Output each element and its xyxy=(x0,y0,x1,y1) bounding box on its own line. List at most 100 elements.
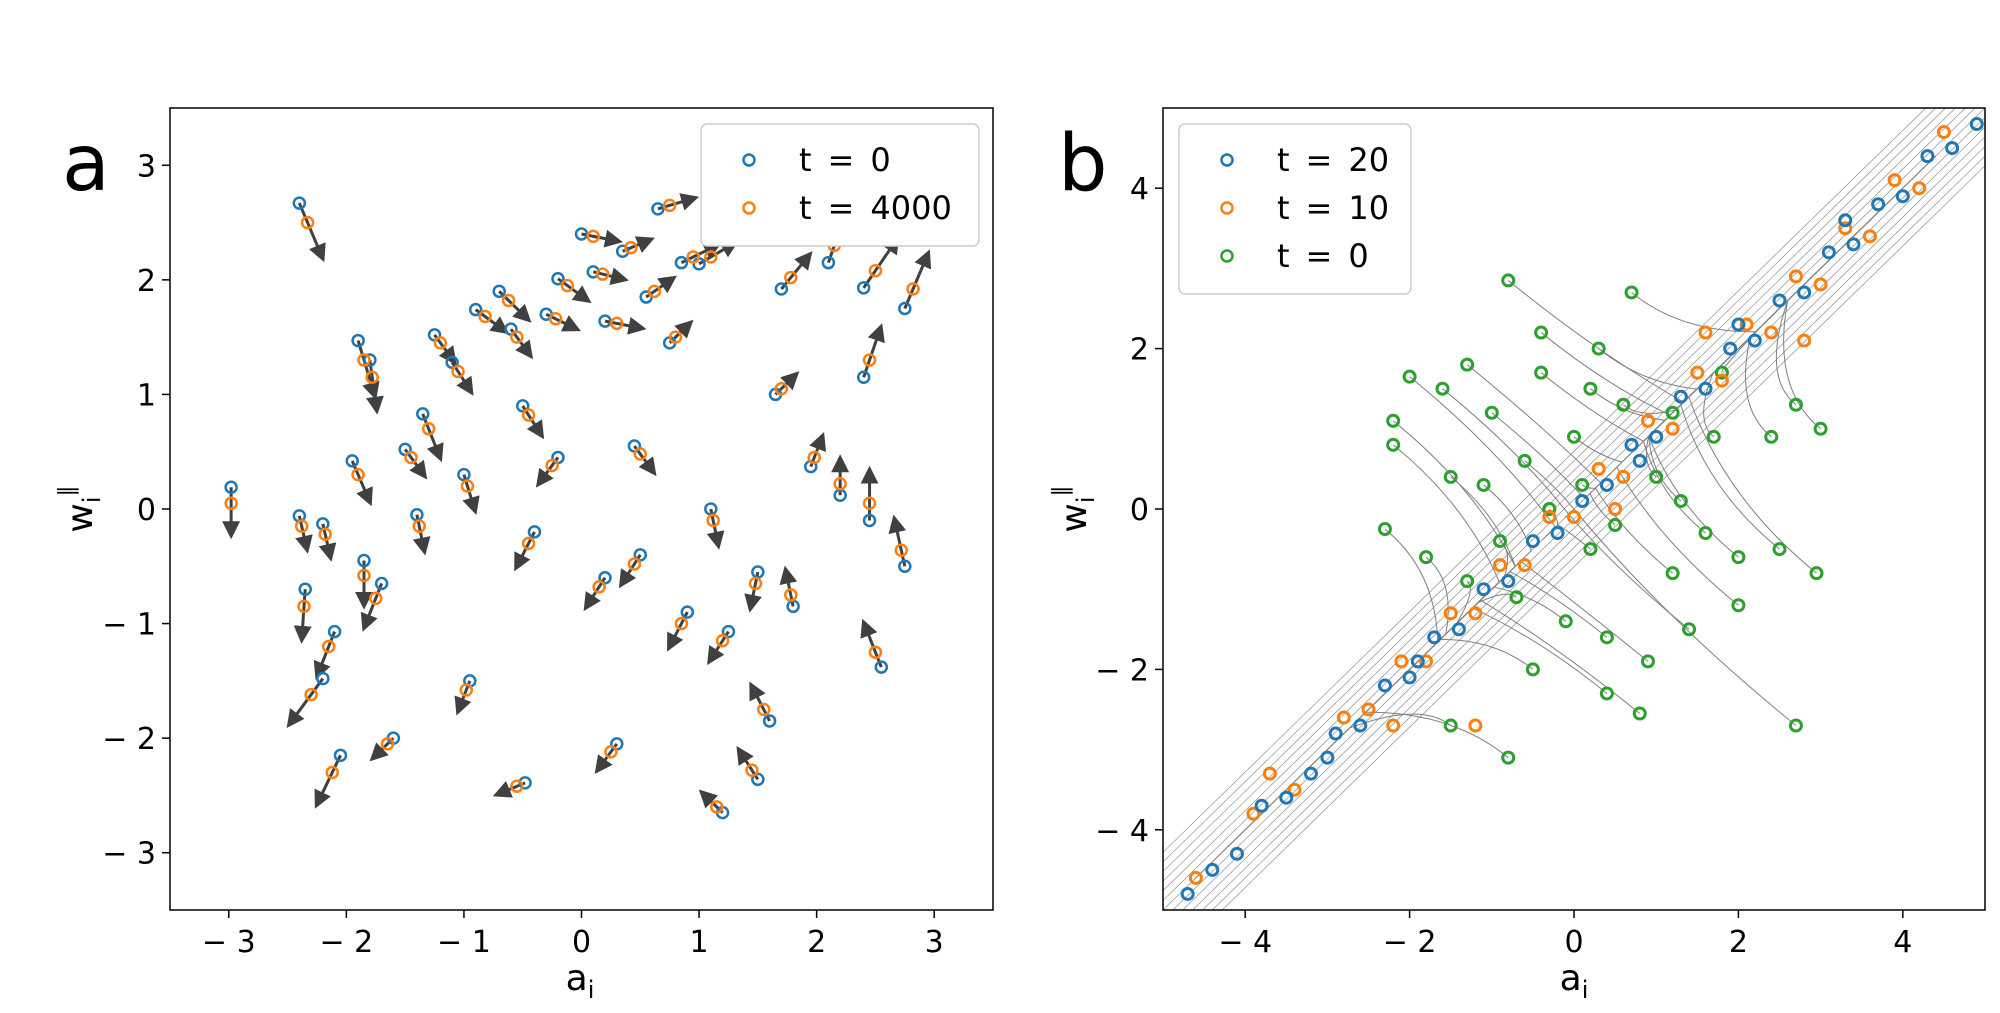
point-green xyxy=(1599,630,1614,645)
point-orange xyxy=(624,241,638,255)
point-orange xyxy=(404,450,418,465)
point-orange xyxy=(510,330,524,344)
point-blue xyxy=(1871,197,1886,212)
trajectory-curve xyxy=(1631,208,1882,333)
trajectory-curve xyxy=(1415,599,1641,714)
displacement-arrow xyxy=(297,202,326,263)
point-orange xyxy=(365,370,379,384)
point-orange xyxy=(1493,558,1508,573)
point-green xyxy=(1788,397,1803,412)
legend-label: t = 10 xyxy=(1277,189,1389,227)
point-blue xyxy=(856,370,871,384)
point-green xyxy=(1809,566,1824,581)
point-green xyxy=(1460,574,1475,589)
point-orange xyxy=(604,745,618,759)
trajectory-curve xyxy=(1221,165,1985,910)
point-orange xyxy=(807,450,822,465)
point-green xyxy=(1599,686,1614,701)
point-blue xyxy=(762,714,777,728)
panel-b-ticks: − 4 − 2 0 2 4 − 4 − 2 0 2 4 xyxy=(1095,172,1912,960)
point-blue xyxy=(1205,862,1220,877)
point-blue xyxy=(1920,149,1935,164)
point-blue xyxy=(351,333,365,348)
point-blue xyxy=(1501,574,1516,589)
point-blue xyxy=(1772,293,1787,308)
y-tick-label: − 3 xyxy=(102,837,156,872)
x-tick-label: 2 xyxy=(1729,925,1748,960)
trajectory-curve xyxy=(1202,146,1985,910)
point-orange xyxy=(459,683,474,697)
point-blue xyxy=(1649,429,1664,444)
point-green xyxy=(1714,365,1729,380)
point-orange xyxy=(521,536,536,551)
point-blue xyxy=(1624,437,1639,452)
point-blue xyxy=(598,570,612,585)
point-green xyxy=(1534,325,1549,340)
y-tick-label: − 2 xyxy=(1095,653,1149,688)
point-orange xyxy=(862,496,877,511)
point-orange xyxy=(380,737,395,751)
point-orange xyxy=(1764,325,1779,340)
y-tick-label: − 2 xyxy=(102,722,156,757)
trajectory-curve xyxy=(1616,438,1739,606)
point-blue xyxy=(856,281,871,295)
point-blue xyxy=(1731,317,1746,332)
point-green xyxy=(1567,429,1581,444)
y-tick-label: − 4 xyxy=(1095,814,1149,849)
x-tick-label: 4 xyxy=(1893,925,1912,960)
legend-label: t = 20 xyxy=(1277,141,1389,179)
point-green xyxy=(1501,273,1516,288)
point-orange xyxy=(868,263,883,278)
point-orange xyxy=(1542,510,1557,525)
point-blue xyxy=(1969,117,1984,132)
point-blue xyxy=(316,671,330,686)
trajectory-curve xyxy=(1573,508,1797,726)
point-orange xyxy=(704,250,718,264)
point-orange xyxy=(510,779,524,794)
point-blue xyxy=(551,271,565,286)
point-green xyxy=(1706,429,1721,444)
point-green xyxy=(1509,590,1524,605)
y-tick-label: 2 xyxy=(137,264,156,299)
point-green xyxy=(1624,285,1639,300)
point-orange xyxy=(595,267,610,281)
point-blue xyxy=(774,282,789,296)
point-green xyxy=(1665,405,1680,420)
point-blue xyxy=(1328,726,1343,741)
point-orange xyxy=(1246,806,1261,821)
point-orange xyxy=(1262,766,1277,781)
point-green xyxy=(1534,365,1549,380)
point-blue xyxy=(1747,333,1762,348)
point-blue xyxy=(1353,718,1368,733)
trajectory-curve xyxy=(1688,318,1817,574)
point-blue xyxy=(345,454,359,468)
point-orange xyxy=(1567,510,1581,525)
point-blue xyxy=(1698,381,1713,396)
point-blue xyxy=(1838,213,1853,228)
point-orange xyxy=(756,702,771,717)
trajectory-curve xyxy=(1211,155,1985,910)
point-green xyxy=(1517,453,1532,468)
trajectory-curve xyxy=(1221,711,1509,854)
y-tick-label: 4 xyxy=(1130,172,1149,207)
panel-a-ylabel: wi∥ xyxy=(55,485,106,532)
point-green xyxy=(1583,381,1598,396)
point-orange xyxy=(478,309,492,324)
x-tick-label: − 1 xyxy=(437,925,491,960)
panel-b-legend: t = 20 t = 10 t = 0 xyxy=(1178,123,1412,295)
legend-marker-orange xyxy=(742,201,756,215)
panel-a-arrows xyxy=(222,193,932,814)
trajectory-curve xyxy=(1392,444,1500,633)
point-orange xyxy=(412,519,427,533)
point-blue xyxy=(1846,237,1861,252)
trajectory-curve xyxy=(1594,473,1673,574)
point-orange xyxy=(748,576,763,591)
trajectory-curve xyxy=(1356,556,1449,722)
displacement-arrow xyxy=(286,677,325,728)
point-blue xyxy=(327,624,342,639)
legend-label: t = 0 xyxy=(799,141,891,179)
point-orange xyxy=(1640,413,1655,428)
point-green xyxy=(1788,718,1803,733)
point-green xyxy=(1608,518,1623,533)
point-green xyxy=(1525,662,1540,677)
